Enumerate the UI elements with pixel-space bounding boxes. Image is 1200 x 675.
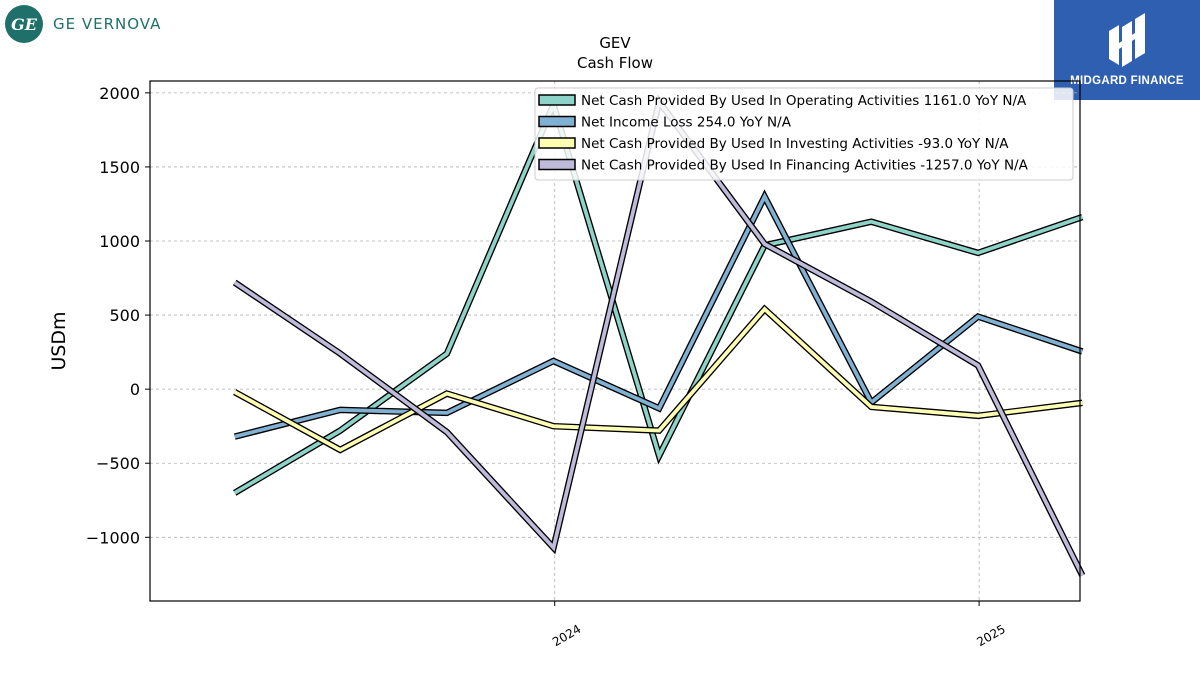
legend-item: Net Cash Provided By Used In Investing A… bbox=[538, 136, 1009, 152]
legend-box bbox=[534, 87, 1074, 181]
midgard-finance-logo-icon bbox=[1109, 13, 1145, 67]
series-line bbox=[233, 189, 1084, 440]
series-line bbox=[233, 304, 1083, 454]
legend-label: Net Cash Provided By Used In Investing A… bbox=[581, 136, 1009, 152]
y-tick-label: 0 bbox=[130, 380, 140, 399]
legend-swatch bbox=[538, 158, 576, 171]
series-line-stroke bbox=[233, 99, 1083, 495]
y-tick-label: 2000 bbox=[99, 84, 140, 103]
series-line-stroke bbox=[233, 306, 1083, 453]
legend-item: Net Cash Provided By Used In Financing A… bbox=[538, 158, 1029, 174]
plot-frame bbox=[149, 80, 1081, 602]
series-line-outline bbox=[233, 189, 1084, 440]
legend-label: Net Cash Provided By Used In Operating A… bbox=[581, 93, 1027, 109]
y-tick-label: −1000 bbox=[86, 528, 140, 547]
series-line bbox=[233, 95, 1084, 496]
y-tick-label: −500 bbox=[96, 454, 140, 473]
ge-logo-icon: GE bbox=[5, 5, 43, 43]
legend-label: Net Cash Provided By Used In Financing A… bbox=[581, 158, 1029, 174]
axis-layer: −1000 −500 0 500 1000 1500 2000 2024 2025 bbox=[86, 84, 1008, 649]
legend-swatch bbox=[538, 115, 576, 128]
legend-label: Net Income Loss 254.0 YoY N/A bbox=[581, 115, 792, 131]
y-tick-label: 1500 bbox=[99, 158, 140, 177]
ge-vernova-wordmark: GE VERNOVA bbox=[53, 15, 162, 33]
x-tick-label: 2025 bbox=[974, 622, 1007, 649]
legend-swatch bbox=[538, 137, 576, 149]
midgard-finance-wordmark: MIDGARD FINANCE bbox=[1070, 75, 1184, 87]
chart-subtitle: Cash Flow bbox=[577, 54, 653, 72]
chart-title: GEV bbox=[599, 34, 631, 52]
midgard-finance-brand: MIDGARD FINANCE bbox=[1054, 0, 1200, 100]
chart-legend: Net Cash Provided By Used In Operating A… bbox=[534, 87, 1074, 181]
y-tick-label: 1000 bbox=[99, 232, 140, 251]
ge-vernova-brand: GE GE VERNOVA bbox=[5, 5, 161, 43]
y-axis-label: USDm bbox=[48, 311, 70, 370]
x-tick-label: 2024 bbox=[550, 622, 583, 649]
legend-item: Net Cash Provided By Used In Operating A… bbox=[538, 93, 1027, 109]
legend-item: Net Income Loss 254.0 YoY N/A bbox=[538, 115, 792, 131]
legend-swatch bbox=[538, 94, 576, 106]
series-line-stroke bbox=[234, 192, 1083, 439]
y-tick-label: 500 bbox=[109, 306, 140, 325]
